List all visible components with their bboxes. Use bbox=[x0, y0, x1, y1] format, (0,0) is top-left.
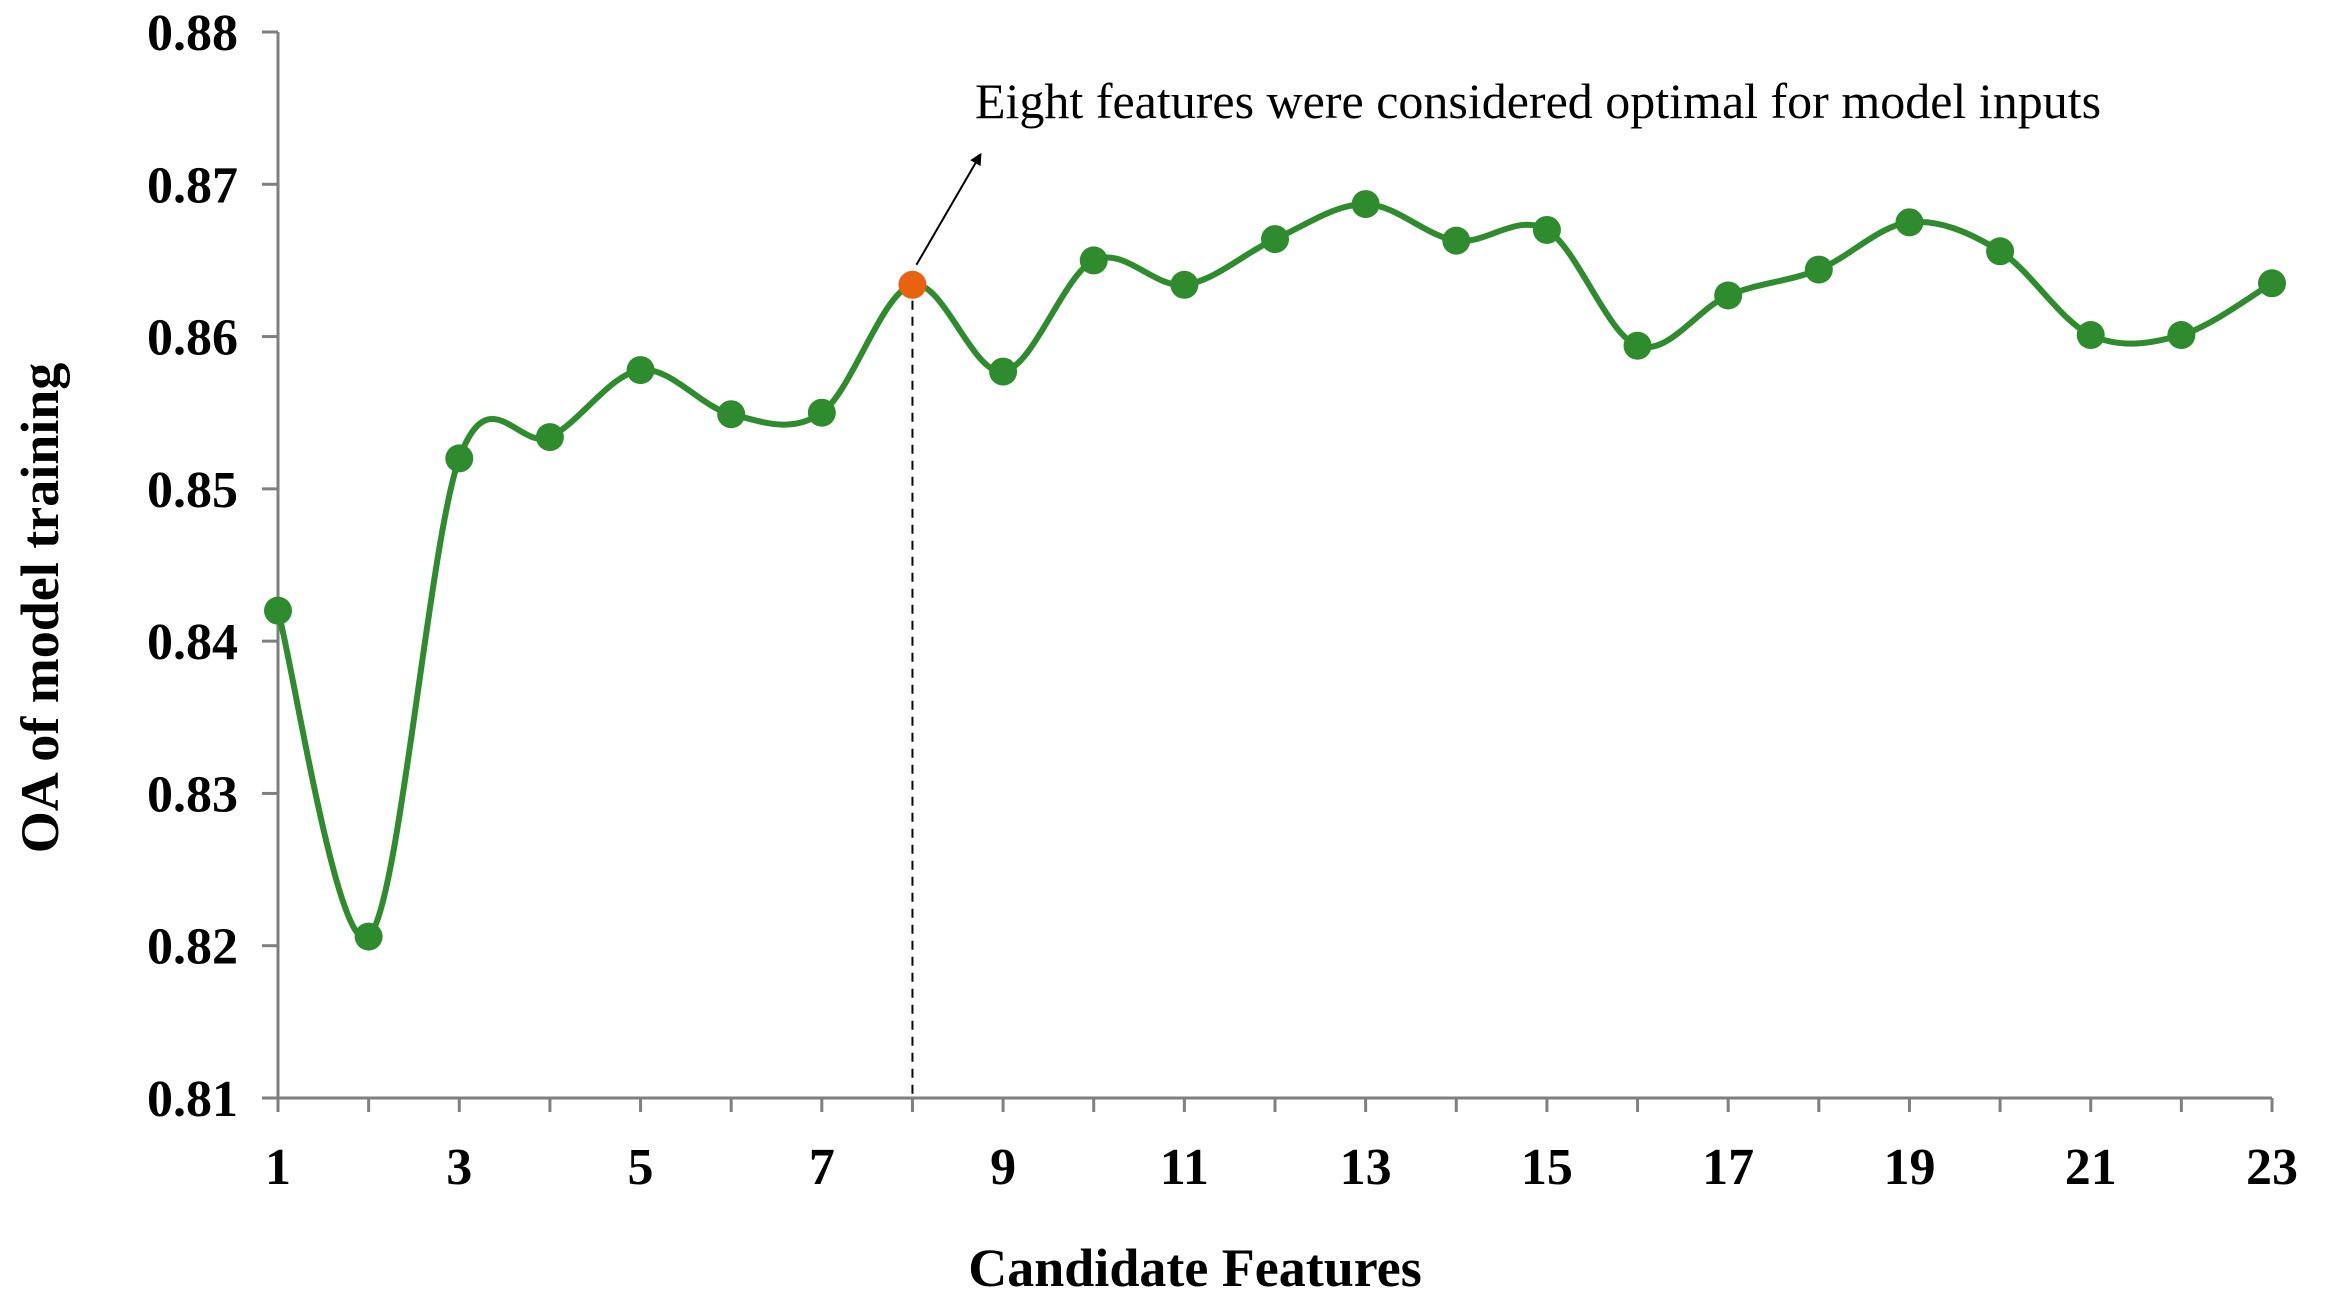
x-tick-label: 1 bbox=[265, 1139, 291, 1196]
data-point bbox=[1895, 208, 1924, 237]
x-tick-label: 19 bbox=[1883, 1139, 1935, 1196]
y-tick-label: 0.84 bbox=[147, 614, 238, 671]
x-axis-title: Candidate Features bbox=[968, 1238, 1422, 1298]
tick-labels: 0.810.820.830.840.850.860.870.881 3 5 7 9 11 1… bbox=[147, 5, 2298, 1196]
data-point bbox=[1986, 237, 2015, 266]
x-tick-label: 13 bbox=[1340, 1139, 1392, 1196]
data-point bbox=[1623, 331, 1652, 360]
x-tick-label: 3 bbox=[446, 1139, 472, 1196]
y-tick-label: 0.88 bbox=[147, 5, 238, 62]
x-tick-label: 23 bbox=[2246, 1139, 2298, 1196]
x-tick-label: 9 bbox=[990, 1139, 1016, 1196]
y-tick-label: 0.85 bbox=[147, 462, 238, 519]
data-point bbox=[445, 444, 474, 473]
data-point bbox=[264, 596, 292, 625]
annotation: Eight features were considered optimal f… bbox=[915, 73, 2101, 266]
x-tick-label: 15 bbox=[1521, 1139, 1573, 1196]
y-tick-label: 0.83 bbox=[147, 766, 238, 823]
series-line bbox=[275, 201, 2274, 942]
data-point bbox=[1261, 225, 1289, 254]
data-point bbox=[354, 922, 383, 951]
annotation-arrow bbox=[915, 152, 982, 266]
y-tick-label: 0.87 bbox=[147, 157, 238, 214]
data-point bbox=[1442, 226, 1471, 255]
data-point bbox=[1532, 215, 1561, 244]
data-points bbox=[264, 190, 2286, 951]
axes bbox=[262, 30, 2274, 1112]
highlight-point bbox=[898, 270, 927, 299]
annotation-text: Eight features were considered optimal f… bbox=[975, 73, 2101, 129]
x-tick-label: 17 bbox=[1702, 1139, 1754, 1196]
data-point bbox=[1804, 255, 1833, 284]
data-point bbox=[1714, 281, 1743, 310]
data-point bbox=[535, 423, 564, 452]
data-point bbox=[1079, 246, 1108, 275]
x-tick-label: 21 bbox=[2065, 1139, 2117, 1196]
y-tick-label: 0.82 bbox=[147, 919, 238, 976]
y-tick-label: 0.81 bbox=[147, 1071, 238, 1128]
data-point bbox=[2258, 269, 2286, 298]
axis-titles: Candidate Features OA of model training bbox=[10, 363, 1422, 1298]
series bbox=[275, 201, 2274, 942]
data-point bbox=[1351, 190, 1380, 219]
x-tick-label: 5 bbox=[628, 1139, 654, 1196]
data-point bbox=[989, 357, 1018, 386]
data-point bbox=[807, 398, 836, 427]
x-tick-label: 11 bbox=[1160, 1139, 1209, 1196]
data-point bbox=[2076, 321, 2105, 350]
y-axis-title: OA of model training bbox=[10, 363, 70, 854]
data-point bbox=[2167, 321, 2196, 350]
data-point bbox=[1170, 270, 1199, 299]
y-tick-label: 0.86 bbox=[147, 310, 238, 367]
data-point bbox=[626, 356, 655, 385]
x-tick-label: 7 bbox=[809, 1139, 835, 1196]
data-point bbox=[717, 400, 746, 429]
